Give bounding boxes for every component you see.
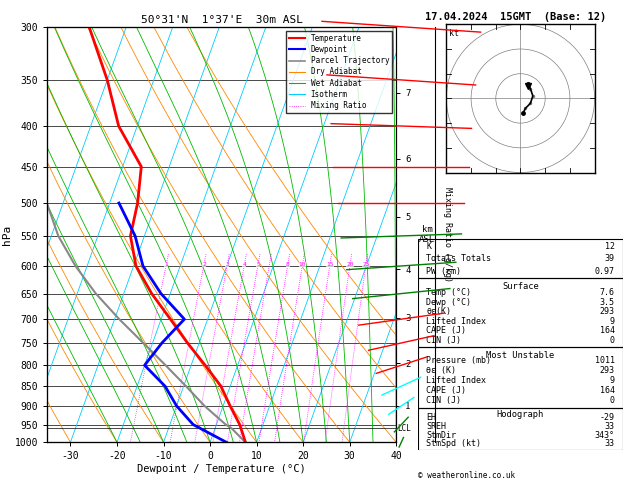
Text: CIN (J): CIN (J) bbox=[426, 336, 462, 345]
Text: 0: 0 bbox=[610, 397, 615, 405]
Text: 8: 8 bbox=[286, 262, 290, 267]
Text: SREH: SREH bbox=[426, 422, 447, 431]
Text: StmDir: StmDir bbox=[426, 431, 457, 440]
Text: Most Unstable: Most Unstable bbox=[486, 351, 555, 360]
Text: Lifted Index: Lifted Index bbox=[426, 317, 486, 326]
Legend: Temperature, Dewpoint, Parcel Trajectory, Dry Adiabat, Wet Adiabat, Isotherm, Mi: Temperature, Dewpoint, Parcel Trajectory… bbox=[286, 31, 392, 113]
Y-axis label: hPa: hPa bbox=[2, 225, 12, 244]
Text: 293: 293 bbox=[599, 307, 615, 316]
Text: Totals Totals: Totals Totals bbox=[426, 254, 491, 263]
Text: 293: 293 bbox=[599, 366, 615, 375]
Text: 1011: 1011 bbox=[594, 356, 615, 365]
Text: 164: 164 bbox=[599, 386, 615, 395]
Text: Pressure (mb): Pressure (mb) bbox=[426, 356, 491, 365]
Text: StmSpd (kt): StmSpd (kt) bbox=[426, 439, 481, 449]
Text: PW (cm): PW (cm) bbox=[426, 266, 462, 276]
Text: Hodograph: Hodograph bbox=[497, 410, 544, 419]
Text: 15: 15 bbox=[326, 262, 333, 267]
Text: 9: 9 bbox=[610, 317, 615, 326]
Text: Lifted Index: Lifted Index bbox=[426, 376, 486, 385]
Bar bbox=[418, 278, 623, 347]
Y-axis label: Mixing Ratio (g/kg): Mixing Ratio (g/kg) bbox=[443, 187, 452, 282]
Text: 7.6: 7.6 bbox=[599, 288, 615, 297]
Text: 2: 2 bbox=[202, 262, 206, 267]
Text: 12: 12 bbox=[604, 243, 615, 251]
Text: 33: 33 bbox=[604, 439, 615, 449]
Text: -29: -29 bbox=[599, 414, 615, 422]
Text: Dewp (°C): Dewp (°C) bbox=[426, 297, 472, 307]
Text: 164: 164 bbox=[599, 326, 615, 335]
Y-axis label: km
ASL: km ASL bbox=[420, 225, 435, 244]
Text: 5: 5 bbox=[256, 262, 260, 267]
Text: 1: 1 bbox=[164, 262, 168, 267]
Bar bbox=[418, 408, 623, 450]
Bar bbox=[418, 239, 623, 278]
X-axis label: Dewpoint / Temperature (°C): Dewpoint / Temperature (°C) bbox=[137, 464, 306, 474]
Text: Temp (°C): Temp (°C) bbox=[426, 288, 472, 297]
Text: kt: kt bbox=[449, 29, 459, 38]
Text: EH: EH bbox=[426, 414, 437, 422]
Text: 10: 10 bbox=[299, 262, 306, 267]
Bar bbox=[418, 347, 623, 408]
Text: 3.5: 3.5 bbox=[599, 297, 615, 307]
Text: 0: 0 bbox=[610, 336, 615, 345]
Text: 39: 39 bbox=[604, 254, 615, 263]
Text: 9: 9 bbox=[610, 376, 615, 385]
Text: 0.97: 0.97 bbox=[594, 266, 615, 276]
Text: 33: 33 bbox=[604, 422, 615, 431]
Text: θε(K): θε(K) bbox=[426, 307, 452, 316]
Text: 17.04.2024  15GMT  (Base: 12): 17.04.2024 15GMT (Base: 12) bbox=[425, 12, 606, 22]
Title: 50°31'N  1°37'E  30m ASL: 50°31'N 1°37'E 30m ASL bbox=[141, 15, 303, 25]
Text: CIN (J): CIN (J) bbox=[426, 397, 462, 405]
Text: 25: 25 bbox=[362, 262, 370, 267]
Text: 4: 4 bbox=[242, 262, 246, 267]
Text: 343°: 343° bbox=[594, 431, 615, 440]
Text: 20: 20 bbox=[346, 262, 353, 267]
Text: 3: 3 bbox=[225, 262, 229, 267]
Text: Surface: Surface bbox=[502, 282, 539, 292]
Text: © weatheronline.co.uk: © weatheronline.co.uk bbox=[418, 471, 515, 480]
Text: θε (K): θε (K) bbox=[426, 366, 457, 375]
Text: CAPE (J): CAPE (J) bbox=[426, 326, 467, 335]
Text: K: K bbox=[426, 243, 431, 251]
Text: LCL: LCL bbox=[397, 424, 411, 433]
Text: CAPE (J): CAPE (J) bbox=[426, 386, 467, 395]
